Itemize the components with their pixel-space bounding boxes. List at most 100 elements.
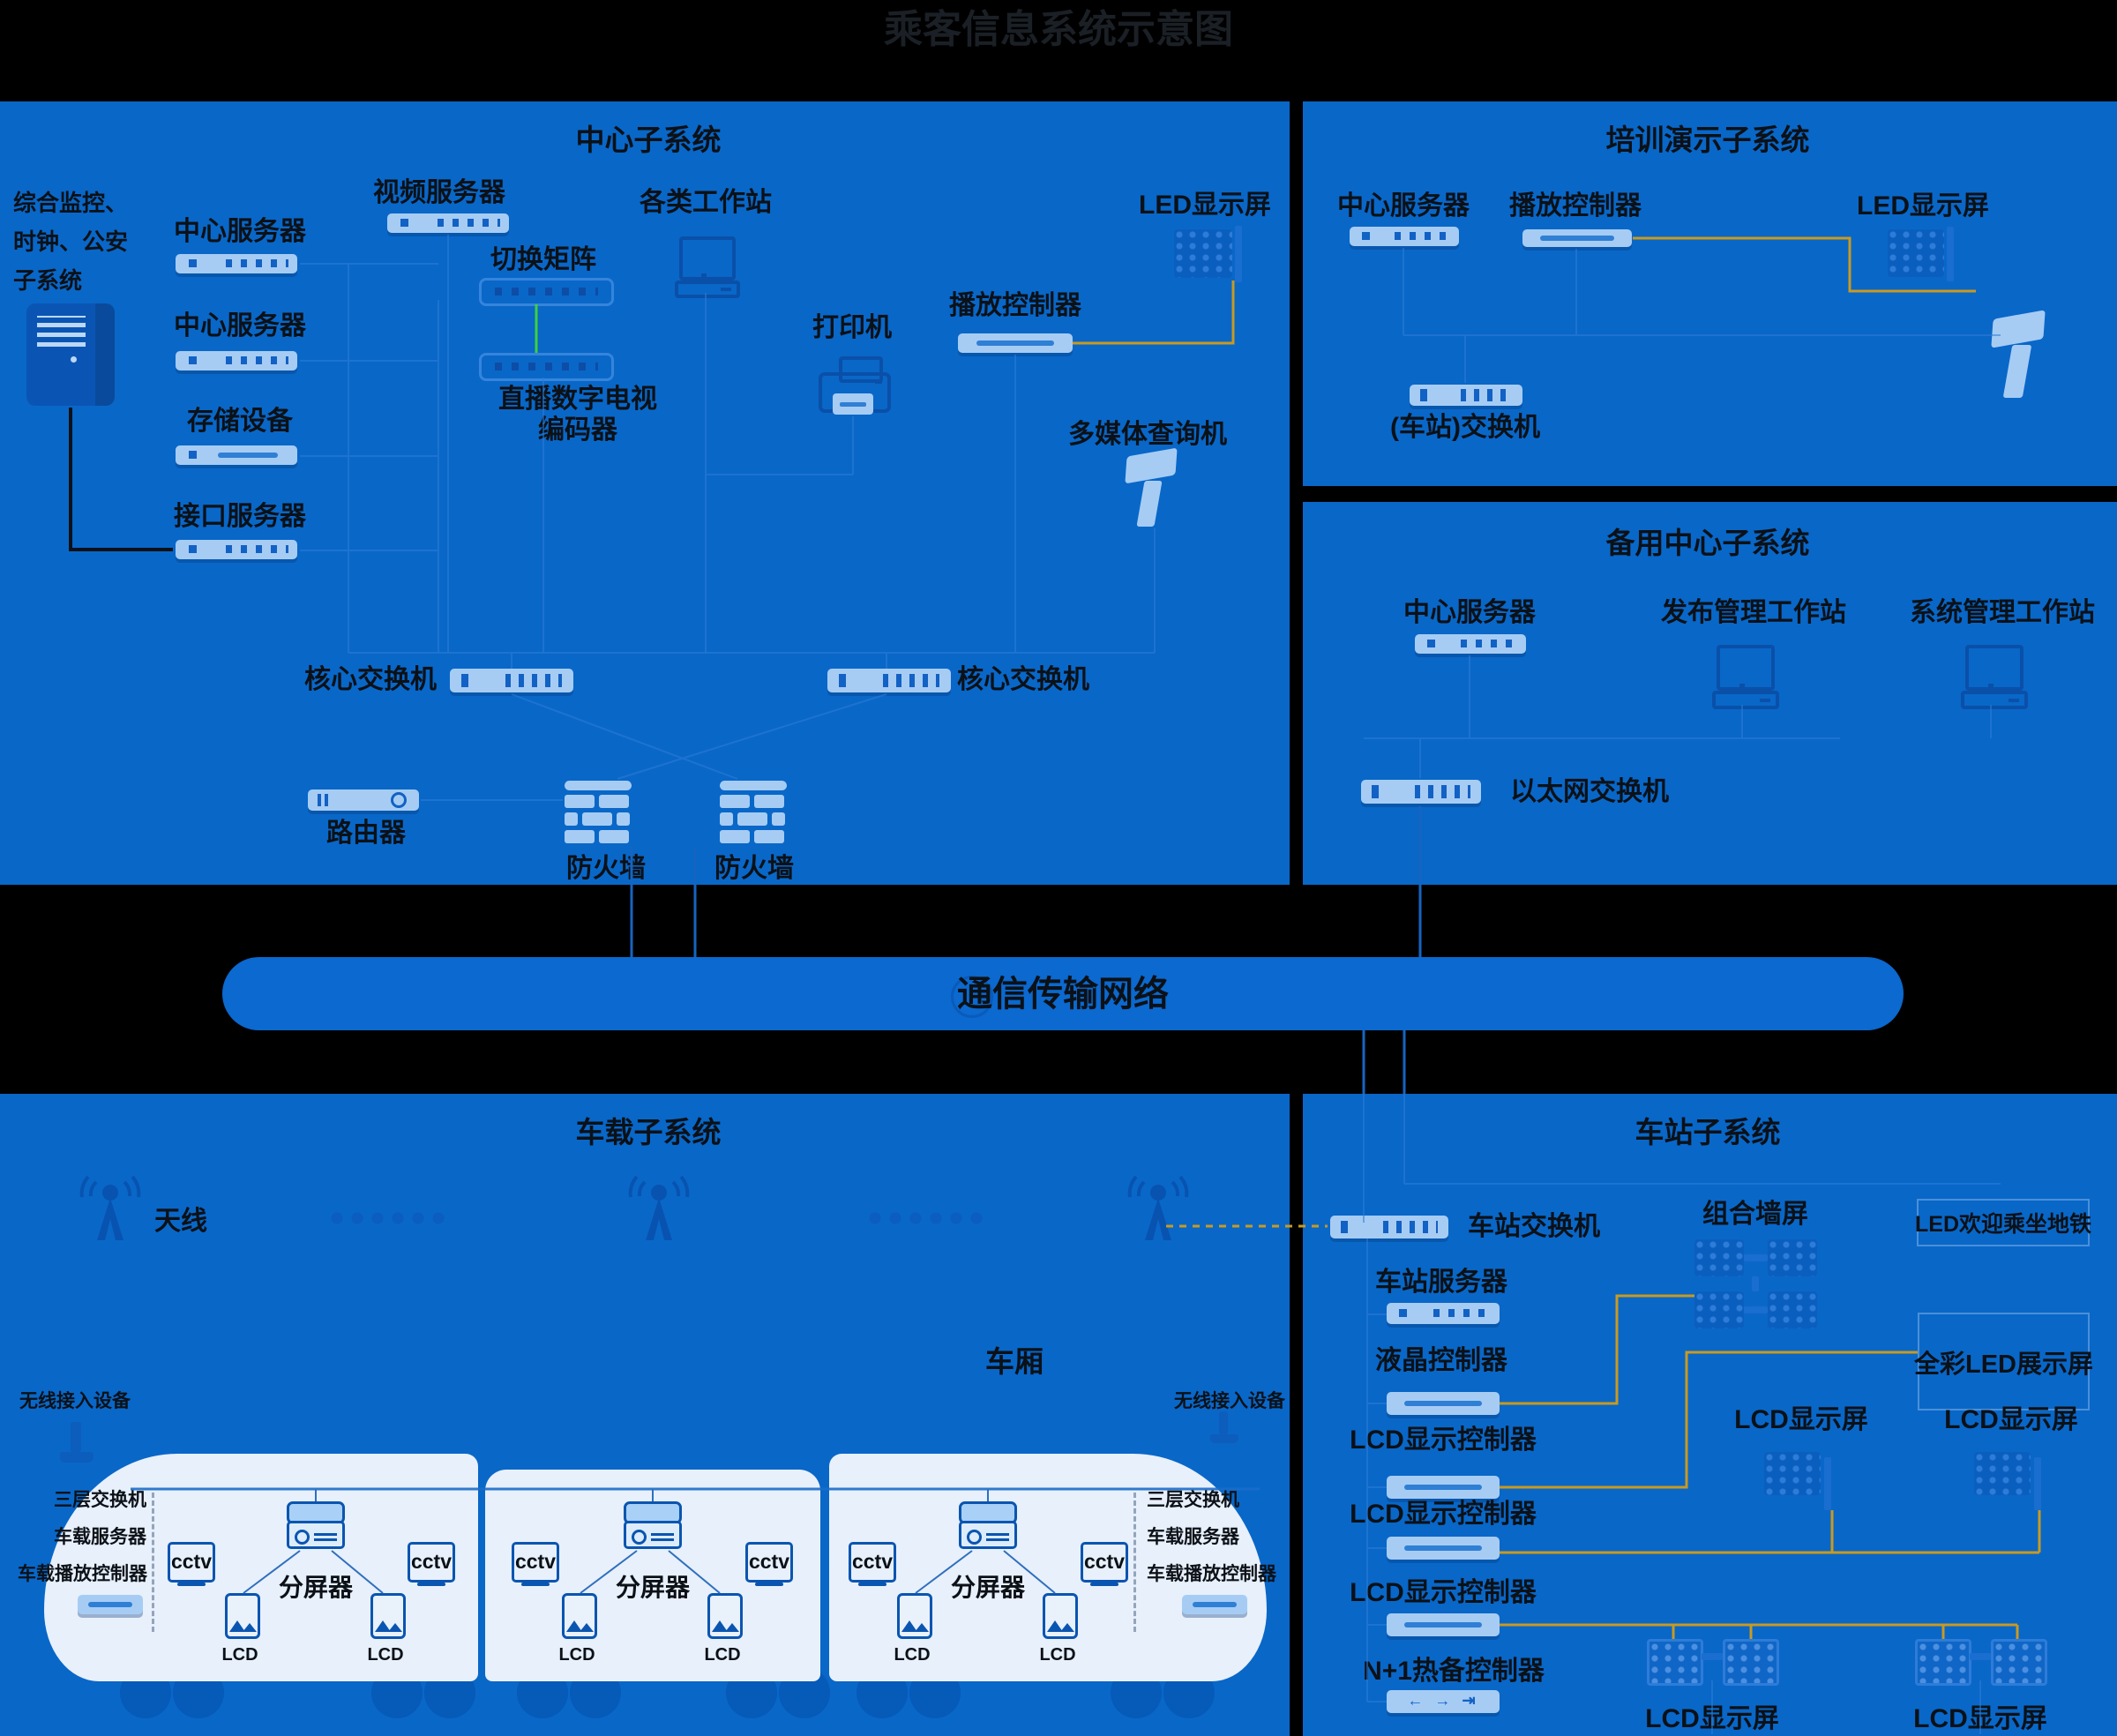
car3-divider [1133,1493,1136,1632]
video-server-icon [387,213,509,233]
publish-workstation-label: 发布管理工作站 [1661,598,1846,627]
wireless-device-right-icon [1219,1411,1228,1434]
detail [1961,691,2028,709]
lcd-icon [707,1593,743,1639]
splitter-label: 分屏器 [615,1574,691,1601]
detail [1404,1401,1482,1406]
lcd-icon [225,1593,260,1639]
wireless-device-right-label: 无线接入设备 [1174,1391,1285,1411]
lcd-display-controller-3-icon [1387,1613,1500,1636]
detail [833,393,873,415]
onboard-controller-left-icon [78,1595,143,1614]
l3-switch-left-label: 三层交换机 [54,1490,146,1510]
network-bar-label: 通信传输网络 [957,975,1169,1014]
detail [189,356,198,364]
detail [1947,227,1954,281]
core-switch-left-icon [450,669,573,692]
detail [1702,1653,1723,1660]
splitter-icon [624,1501,682,1549]
training-center-server-icon [1350,227,1459,246]
lcd-label: LCD [221,1645,258,1665]
lcd-screen-lower-icon [1647,1639,1703,1686]
lcd-screen-lower-right-label: LCD显示屏 [1913,1704,2047,1733]
car1-divider [152,1493,154,1632]
detail [437,219,501,227]
detail [959,1501,1017,1524]
system-workstation-icon [1965,645,2023,691]
play-controller-icon [958,333,1073,353]
onboard-controller-left-label: 车载播放控制器 [18,1564,147,1584]
onboard-controller-right-icon [1182,1595,1247,1614]
detail [1712,691,1779,709]
lcd-icon [562,1593,597,1639]
detail [1341,1220,1349,1234]
detail [400,219,409,227]
detail [1744,1254,1768,1261]
backup-panel-title: 备用中心子系统 [1605,527,1810,559]
cctv-icon: cctv [408,1542,455,1586]
detail [976,340,1055,346]
detail [1539,236,1615,241]
detail [1383,1220,1438,1234]
detail [701,273,707,281]
detail [1460,389,1513,401]
full-color-led-label: 全彩LED展示屏 [1914,1350,2094,1379]
detail [1739,684,1745,691]
detail [60,1452,94,1463]
full-color-led-box: 全彩LED展示屏 [1914,1313,2093,1410]
led-screen-icon [1174,229,1232,278]
cctv-icon: cctv [849,1542,896,1586]
lcd-display-controller-1-label: LCD显示控制器 [1350,1425,1537,1455]
detail [318,794,333,806]
backup-center-server-label: 中心服务器 [1403,598,1536,627]
router-label: 路由器 [326,819,406,848]
detail [460,673,468,688]
storage-icon [176,445,297,465]
detail [1235,226,1242,282]
core-switch-right-icon [827,669,951,692]
workstations-label: 各类工作站 [640,188,772,217]
page-title: 乘客信息系统示意图 [884,8,1233,51]
detail [875,379,882,384]
lcd-controller-icon [1387,1392,1500,1415]
detail [840,402,866,407]
firewall-left-label: 防火墙 [566,854,646,883]
detail [287,1521,345,1549]
detail [218,453,278,458]
detail [391,792,408,808]
detail [720,781,787,790]
lcd-icon [897,1593,932,1639]
training-panel-title: 培训演示子系统 [1605,123,1810,156]
detail [1433,1309,1492,1317]
detail [565,812,632,826]
cctv-icon: cctv [168,1542,215,1586]
detail [565,830,632,843]
interface-server-icon [176,540,297,559]
detail [225,545,289,553]
detail [1988,684,1994,691]
panel-training-subsystem [1303,101,2117,486]
lcd-label: LCD [1039,1645,1076,1665]
lcd-label: LCD [558,1645,595,1665]
video-server-label: 视频服务器 [373,178,505,207]
station-switch-label: 车站交换机 [1468,1212,1600,1241]
lcd-display-controller-2-icon [1387,1537,1500,1560]
training-station-switch-label: (车站)交换机 [1390,413,1540,442]
lcd-icon [370,1593,406,1639]
detail [189,451,198,459]
station-switch-icon [1330,1216,1448,1238]
ethernet-switch-icon [1361,780,1481,804]
center-server-2-label: 中心服务器 [174,311,306,340]
detail [720,795,787,808]
lcd-screen-upper-left-icon [1764,1452,1821,1495]
detail [2009,698,2019,702]
wireless-device-left-label: 无线接入设备 [19,1391,131,1411]
detail [1752,1276,1759,1291]
detail [1210,1434,1238,1443]
detail [1824,1457,1831,1510]
side-system-label-line3: 子系统 [13,267,83,294]
detail [505,673,563,688]
lcd-screen-upper-right-label: LCD显示屏 [1944,1405,2078,1434]
detail [565,781,632,790]
router-icon [308,789,419,811]
